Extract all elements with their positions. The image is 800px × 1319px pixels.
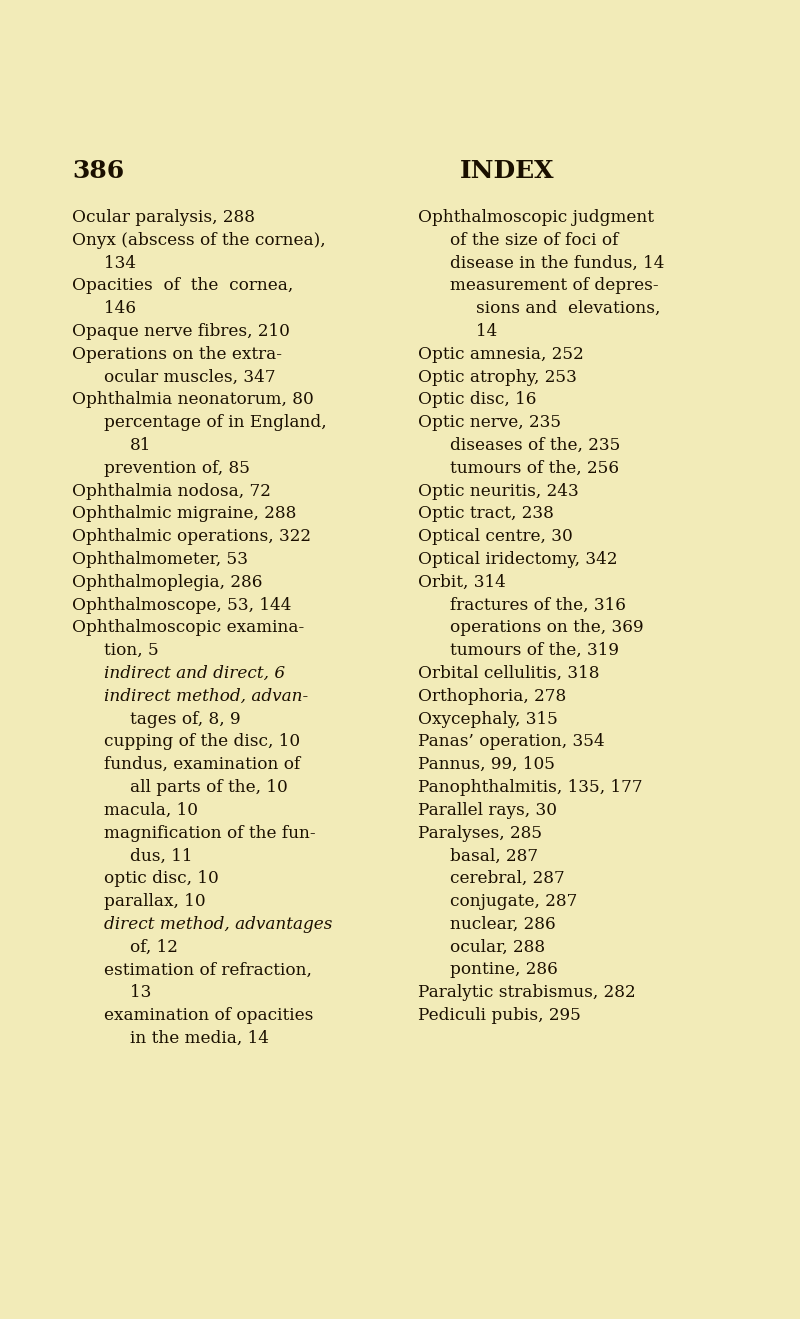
Text: 146: 146 <box>104 301 136 317</box>
Text: sions and  elevations,: sions and elevations, <box>476 301 660 317</box>
Text: Optic disc, 16: Optic disc, 16 <box>418 392 537 409</box>
Text: Optic neuritis, 243: Optic neuritis, 243 <box>418 483 578 500</box>
Text: cerebral, 287: cerebral, 287 <box>450 871 565 888</box>
Text: Onyx (abscess of the cornea),: Onyx (abscess of the cornea), <box>72 232 326 249</box>
Text: operations on the, 369: operations on the, 369 <box>450 620 644 636</box>
Text: tion, 5: tion, 5 <box>104 642 158 660</box>
Text: Pannus, 99, 105: Pannus, 99, 105 <box>418 756 555 773</box>
Text: Parallel rays, 30: Parallel rays, 30 <box>418 802 557 819</box>
Text: 81: 81 <box>130 437 151 454</box>
Text: Orbital cellulitis, 318: Orbital cellulitis, 318 <box>418 665 599 682</box>
Text: macula, 10: macula, 10 <box>104 802 198 819</box>
Text: magnification of the fun-: magnification of the fun- <box>104 824 316 842</box>
Text: Oxycephaly, 315: Oxycephaly, 315 <box>418 711 558 728</box>
Text: cupping of the disc, 10: cupping of the disc, 10 <box>104 733 300 751</box>
Text: Paralyses, 285: Paralyses, 285 <box>418 824 542 842</box>
Text: disease in the fundus, 14: disease in the fundus, 14 <box>450 255 665 272</box>
Text: nuclear, 286: nuclear, 286 <box>450 915 556 933</box>
Text: 386: 386 <box>72 160 124 183</box>
Text: indirect and direct, 6: indirect and direct, 6 <box>104 665 285 682</box>
Text: Optic nerve, 235: Optic nerve, 235 <box>418 414 561 431</box>
Text: measurement of depres-: measurement of depres- <box>450 277 658 294</box>
Text: INDEX: INDEX <box>460 160 554 183</box>
Text: Ophthalmoplegia, 286: Ophthalmoplegia, 286 <box>72 574 262 591</box>
Text: estimation of refraction,: estimation of refraction, <box>104 962 312 979</box>
Text: tages of, 8, 9: tages of, 8, 9 <box>130 711 241 728</box>
Text: Ophthalmic operations, 322: Ophthalmic operations, 322 <box>72 528 311 545</box>
Text: Panas’ operation, 354: Panas’ operation, 354 <box>418 733 605 751</box>
Text: Optic tract, 238: Optic tract, 238 <box>418 505 554 522</box>
Text: Opacities  of  the  cornea,: Opacities of the cornea, <box>72 277 294 294</box>
Text: Operations on the extra-: Operations on the extra- <box>72 346 282 363</box>
Text: Ophthalmic migraine, 288: Ophthalmic migraine, 288 <box>72 505 296 522</box>
Text: fractures of the, 316: fractures of the, 316 <box>450 596 626 613</box>
Text: all parts of the, 10: all parts of the, 10 <box>130 780 288 795</box>
Text: dus, 11: dus, 11 <box>130 847 193 864</box>
Text: Ophthalmia nodosa, 72: Ophthalmia nodosa, 72 <box>72 483 271 500</box>
Text: of the size of foci of: of the size of foci of <box>450 232 618 249</box>
Text: tumours of the, 256: tumours of the, 256 <box>450 460 619 476</box>
Text: Optic amnesia, 252: Optic amnesia, 252 <box>418 346 584 363</box>
Text: Pediculi pubis, 295: Pediculi pubis, 295 <box>418 1006 581 1024</box>
Text: ocular muscles, 347: ocular muscles, 347 <box>104 368 276 385</box>
Text: Ophthalmoscopic examina-: Ophthalmoscopic examina- <box>72 620 304 636</box>
Text: 14: 14 <box>476 323 498 340</box>
Text: Optical iridectomy, 342: Optical iridectomy, 342 <box>418 551 618 568</box>
Text: Orbit, 314: Orbit, 314 <box>418 574 506 591</box>
Text: Ophthalmia neonatorum, 80: Ophthalmia neonatorum, 80 <box>72 392 314 409</box>
Text: Orthophoria, 278: Orthophoria, 278 <box>418 687 566 704</box>
Text: ocular, 288: ocular, 288 <box>450 939 545 955</box>
Text: conjugate, 287: conjugate, 287 <box>450 893 578 910</box>
Text: percentage of in England,: percentage of in England, <box>104 414 326 431</box>
Text: Optic atrophy, 253: Optic atrophy, 253 <box>418 368 577 385</box>
Text: in the media, 14: in the media, 14 <box>130 1030 269 1047</box>
Text: optic disc, 10: optic disc, 10 <box>104 871 218 888</box>
Text: 134: 134 <box>104 255 136 272</box>
Text: Ophthalmoscopic judgment: Ophthalmoscopic judgment <box>418 208 654 226</box>
Text: Panophthalmitis, 135, 177: Panophthalmitis, 135, 177 <box>418 780 642 795</box>
Text: diseases of the, 235: diseases of the, 235 <box>450 437 620 454</box>
Text: tumours of the, 319: tumours of the, 319 <box>450 642 619 660</box>
Text: indirect method, advan-: indirect method, advan- <box>104 687 308 704</box>
Text: Paralytic strabismus, 282: Paralytic strabismus, 282 <box>418 984 636 1001</box>
Text: Ophthalmoscope, 53, 144: Ophthalmoscope, 53, 144 <box>72 596 291 613</box>
Text: direct method, advantages: direct method, advantages <box>104 915 332 933</box>
Text: parallax, 10: parallax, 10 <box>104 893 206 910</box>
Text: fundus, examination of: fundus, examination of <box>104 756 300 773</box>
Text: prevention of, 85: prevention of, 85 <box>104 460 250 476</box>
Text: Ocular paralysis, 288: Ocular paralysis, 288 <box>72 208 255 226</box>
Text: 13: 13 <box>130 984 151 1001</box>
Text: of, 12: of, 12 <box>130 939 178 955</box>
Text: Opaque nerve fibres, 210: Opaque nerve fibres, 210 <box>72 323 290 340</box>
Text: pontine, 286: pontine, 286 <box>450 962 558 979</box>
Text: examination of opacities: examination of opacities <box>104 1006 314 1024</box>
Text: Ophthalmometer, 53: Ophthalmometer, 53 <box>72 551 248 568</box>
Text: Optical centre, 30: Optical centre, 30 <box>418 528 573 545</box>
Text: basal, 287: basal, 287 <box>450 847 538 864</box>
